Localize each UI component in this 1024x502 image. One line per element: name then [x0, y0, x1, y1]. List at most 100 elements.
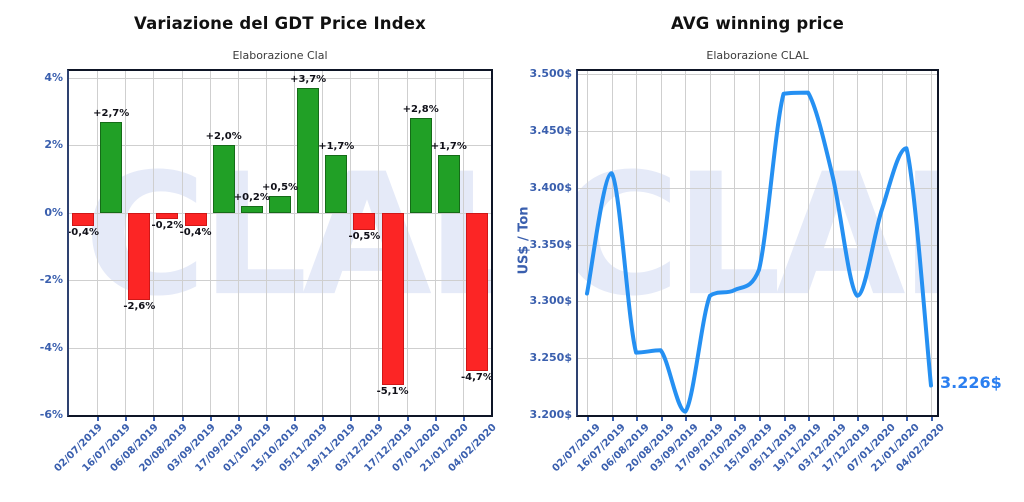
bar-value-label: -5,1%: [376, 385, 409, 397]
positive-bar: [409, 118, 432, 213]
x-axis-tick: [685, 417, 688, 421]
gridline: [611, 71, 613, 415]
avg-price-line: [585, 90, 933, 414]
gridline: [578, 358, 937, 360]
gridline: [294, 71, 296, 415]
y-axis-tick-label: 3.200$: [529, 408, 572, 421]
x-axis-tick: [265, 417, 268, 421]
x-axis-tick: [462, 417, 465, 421]
positive-bar: [240, 205, 263, 213]
gridline: [97, 71, 99, 415]
gridline: [685, 71, 687, 415]
avg-price-chart-subtitle: Elaborazione CLAL: [706, 49, 809, 62]
x-axis-tick: [808, 417, 811, 421]
x-axis-tick: [783, 417, 786, 421]
x-axis-tick: [237, 417, 240, 421]
negative-bar: [465, 212, 488, 372]
bar-value-label: +0,5%: [261, 181, 299, 193]
gridline: [350, 71, 352, 415]
gridline: [406, 71, 408, 415]
gridline: [125, 71, 127, 415]
x-axis-tick: [125, 417, 128, 421]
gridline: [660, 71, 662, 415]
x-axis-tick: [857, 417, 860, 421]
gridline: [378, 71, 380, 415]
negative-bar: [72, 212, 95, 227]
positive-bar: [325, 155, 348, 213]
avg-price-line-svg: [585, 90, 933, 414]
x-axis-tick: [587, 417, 589, 421]
negative-bar: [156, 212, 179, 220]
gridline: [587, 71, 588, 415]
negative-bar: [184, 212, 207, 227]
x-axis-tick: [294, 417, 297, 421]
bar-value-label: -4,7%: [460, 372, 491, 384]
gridline: [265, 71, 267, 415]
gridline: [636, 71, 638, 415]
last-price-callout: 3.226$: [940, 373, 1002, 392]
gridline: [69, 347, 491, 349]
gridline: [931, 71, 932, 415]
bar-value-label: -0,4%: [179, 227, 212, 239]
gridline: [209, 71, 211, 415]
avg-price-plot-area: CLAL: [578, 71, 937, 415]
y-axis-tick-label: 3.400$: [529, 180, 572, 194]
y-axis-tick-label: 3.250$: [529, 351, 572, 365]
x-axis-tick: [709, 417, 712, 421]
negative-bar: [381, 212, 404, 385]
gridline: [759, 71, 760, 415]
y-axis-tick-label: 2%: [44, 138, 63, 152]
x-axis-tick: [153, 417, 156, 421]
gridline: [322, 71, 324, 415]
gridline: [237, 71, 239, 415]
gridline: [578, 244, 937, 246]
gridline: [857, 71, 859, 415]
gridline: [832, 71, 834, 415]
x-axis-tick: [378, 417, 381, 421]
bar-value-label: +1,7%: [318, 141, 355, 153]
gdt-chart-title: Variazione del GDT Price Index: [134, 14, 426, 33]
bar-value-label: -0,2%: [151, 220, 184, 232]
gdt-bar-plot-area: CLAL -0,4% +2,7% -2,6% -0,2% -0,4% +2,0% +0,2%…: [69, 71, 491, 415]
y-axis-tick-label: -2%: [39, 273, 63, 287]
positive-bar: [212, 145, 235, 213]
gridline: [578, 301, 937, 303]
x-axis-tick: [881, 417, 884, 421]
x-axis-tick: [406, 417, 409, 421]
gridline: [734, 71, 736, 415]
x-axis-tick: [660, 417, 663, 421]
y-axis-tick-label: 3.300$: [529, 294, 572, 308]
y-axis-tick-label: 3.500$: [529, 67, 572, 81]
bar-value-label: +2,7%: [93, 107, 130, 119]
bar-value-label: -0,5%: [348, 230, 381, 242]
x-axis-tick: [832, 417, 835, 421]
bar-value-label: +0,2%: [233, 191, 270, 203]
x-axis-tick: [759, 417, 761, 421]
x-axis-tick: [97, 417, 100, 421]
gridline: [578, 131, 937, 133]
x-axis-tick: [931, 417, 933, 421]
x-axis-tick: [636, 417, 639, 421]
y-axis-tick-label: -4%: [39, 340, 63, 354]
gridline: [69, 212, 491, 214]
gridline: [69, 145, 491, 147]
x-axis-tick: [322, 417, 325, 421]
avg-price-chart-title: AVG winning price: [670, 14, 845, 33]
positive-bar: [100, 121, 123, 213]
gridline: [881, 71, 883, 415]
gridline: [69, 77, 491, 79]
y-axis-tick-label: -6%: [39, 408, 63, 421]
x-axis-tick: [434, 417, 437, 421]
bar-value-label: +3,7%: [290, 73, 327, 85]
y-axis-tick-label: 3.350$: [529, 237, 572, 251]
x-axis-tick: [611, 417, 614, 421]
gridline: [578, 74, 937, 76]
x-axis-tick: [350, 417, 353, 421]
gridline: [783, 71, 785, 415]
bar-value-label: +2,8%: [402, 104, 439, 116]
bar-value-label: +2,0%: [205, 131, 242, 143]
x-axis-tick: [181, 417, 184, 421]
gridline: [181, 71, 183, 415]
y-axis-tick-label: 4%: [44, 70, 63, 84]
positive-bar: [297, 87, 320, 213]
